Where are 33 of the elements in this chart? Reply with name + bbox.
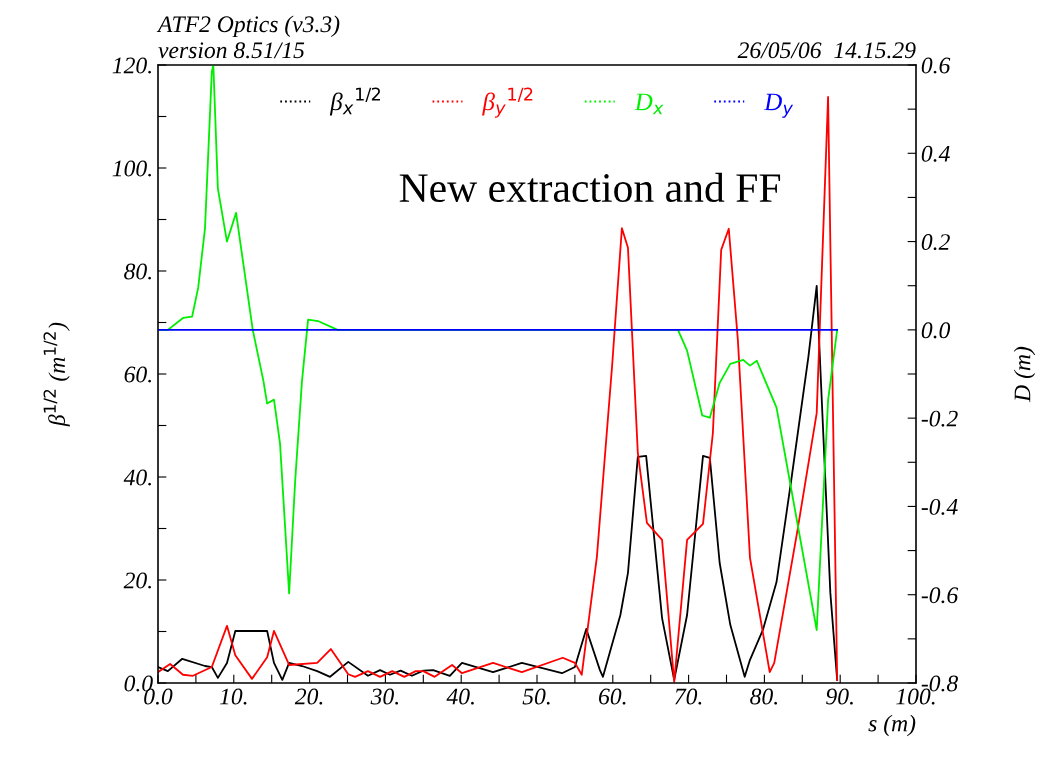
y-axis-title: β$^{1/2}$ (m$^{1/2}$) <box>43 322 70 427</box>
x-tick-label: 10. <box>219 688 247 705</box>
y-tick-label: 120. <box>112 57 152 74</box>
legend-label: D$_{y}$ <box>763 93 794 118</box>
y-tick-label: 40. <box>123 469 152 486</box>
legend-label: β$_{y}$$^{1/2}$ <box>482 87 533 118</box>
y2-tick-label: -0.6 <box>921 587 959 604</box>
x-tick-label: 40. <box>446 688 474 705</box>
y-tick-label: 80. <box>124 263 152 280</box>
text: 26/05/06 14.15.29 <box>737 42 916 59</box>
x-tick-label: 60. <box>599 688 626 705</box>
y2-axis-title: D (m) <box>1013 346 1036 403</box>
y-tick-label: 100. <box>112 160 152 177</box>
y2-tick-label: -0.2 <box>921 410 958 427</box>
y2-tick-label: 0.0 <box>921 322 951 339</box>
legend-label: D$_{x}$ <box>634 93 664 115</box>
x-tick-label: 80. <box>750 688 778 705</box>
x-tick-label: 70. <box>675 688 702 705</box>
y2-tick-label: -0.4 <box>921 498 958 515</box>
x-tick-label: 20. <box>294 688 323 705</box>
y2-tick-label: 0.2 <box>921 234 950 251</box>
legend-label: β$_{x}$$^{1/2}$ <box>329 87 380 116</box>
annotation: New extraction and FF <box>399 172 781 203</box>
x-axis-title: s (m) <box>868 714 916 737</box>
x-tick-label: 30. <box>370 688 399 705</box>
x-tick-label: 50. <box>522 688 550 705</box>
x-tick-label: 90. <box>826 688 853 705</box>
y2-tick-label: 0.4 <box>921 145 950 162</box>
y-tick-label: 60. <box>124 366 152 383</box>
y2-tick-label: 0.6 <box>921 57 951 74</box>
chart-subtitle: version 8.51/15 <box>158 42 305 59</box>
y-tick-label: 20. <box>123 572 152 589</box>
chart-title: ATF2 Optics (v3.3) <box>156 15 340 38</box>
